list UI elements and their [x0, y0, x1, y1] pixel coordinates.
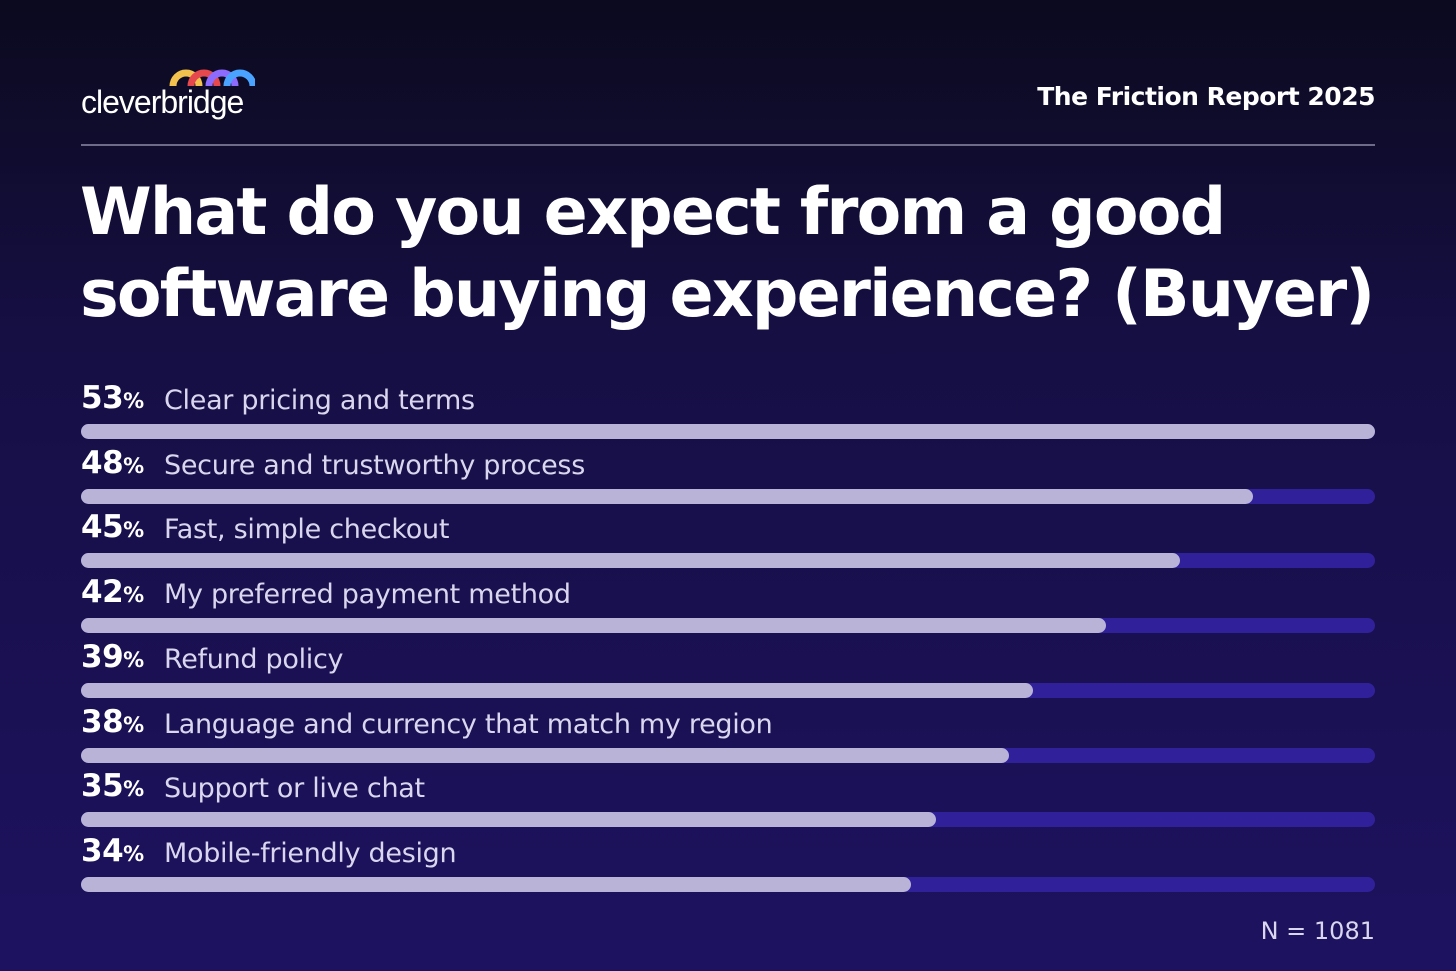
- bar-value-number: 53: [81, 380, 124, 416]
- bar-row: 34% Mobile-friendly design: [81, 833, 1375, 893]
- report-title: The Friction Report 2025: [1037, 82, 1375, 111]
- bar-track: [81, 424, 1375, 439]
- bar-value-label: 35%: [81, 768, 144, 804]
- bar-row: 35% Support or live chat: [81, 768, 1375, 828]
- bar: [81, 747, 1009, 763]
- bar-value-unit: %: [123, 841, 144, 866]
- bar-row: 45% Fast, simple checkout: [81, 509, 1375, 569]
- bar-category-label: Language and currency that match my regi…: [164, 708, 773, 740]
- bar-category-label: Support or live chat: [164, 773, 425, 805]
- headline-line-1: What do you expect from a good: [80, 175, 1226, 250]
- bar-row: 38% Language and currency that match my r…: [81, 704, 1375, 764]
- bar-row: 48% Secure and trustworthy process: [81, 445, 1375, 505]
- bar-track: [81, 488, 1375, 504]
- logo-text: cleverbridge: [81, 84, 244, 120]
- bar-track: [81, 618, 1375, 634]
- bar-row: 42% My preferred payment method: [81, 574, 1375, 634]
- bar-value-label: 39%: [81, 639, 144, 675]
- bar: [81, 812, 936, 828]
- header-divider: [81, 144, 1375, 146]
- bar: [81, 876, 912, 892]
- bar-track: [81, 747, 1375, 763]
- logo-arches-icon: [169, 69, 255, 87]
- bar: [81, 682, 1034, 698]
- bar-value-unit: %: [123, 583, 144, 608]
- bar-value-unit: %: [123, 518, 144, 543]
- bar: [81, 553, 1180, 569]
- bar-track: [81, 553, 1375, 569]
- bar-row: 39% Refund policy: [81, 639, 1375, 699]
- sample-size: N = 1081: [1260, 917, 1375, 945]
- bar-value-number: 38: [81, 703, 124, 740]
- bar-value-unit: %: [123, 453, 144, 478]
- bar-category-label: Refund policy: [164, 643, 344, 675]
- header: cleverbridge The Friction Report 2025: [81, 58, 1375, 128]
- bar: [81, 424, 1375, 439]
- bar-value-number: 45: [81, 509, 124, 546]
- bar-value-number: 39: [81, 638, 124, 675]
- bar-value-unit: %: [123, 647, 144, 672]
- chart-headline: What do you expect from a good software …: [80, 172, 1400, 336]
- bar-value-label: 53%: [81, 380, 144, 416]
- bar-track: [81, 812, 1375, 828]
- cleverbridge-logo: cleverbridge: [81, 62, 281, 126]
- bar-value-unit: %: [123, 389, 144, 413]
- bar-value-label: 42%: [81, 574, 144, 610]
- bar-category-label: Clear pricing and terms: [164, 385, 475, 416]
- bar-value-unit: %: [123, 712, 144, 737]
- bar-category-label: Fast, simple checkout: [164, 514, 450, 546]
- bar-value-label: 34%: [81, 833, 144, 869]
- bar-value-number: 35: [81, 768, 124, 805]
- bar-value-label: 45%: [81, 509, 144, 545]
- bar-category-label: My preferred payment method: [164, 579, 571, 611]
- bar-value-number: 34: [81, 832, 124, 869]
- bar-row: 53% Clear pricing and terms: [81, 380, 1375, 440]
- bar-value-number: 42: [81, 574, 124, 611]
- bar-category-label: Secure and trustworthy process: [164, 449, 585, 481]
- bar-track: [81, 876, 1375, 892]
- bar-value-label: 38%: [81, 704, 144, 740]
- bar-value-unit: %: [123, 777, 144, 802]
- bar-value-label: 48%: [81, 445, 144, 481]
- bar: [81, 488, 1253, 504]
- bar-value-number: 48: [81, 444, 124, 481]
- bar: [81, 618, 1107, 634]
- bar-track: [81, 682, 1375, 698]
- bar-category-label: Mobile-friendly design: [164, 837, 457, 869]
- headline-line-2: software buying experience? (Buyer): [80, 257, 1375, 332]
